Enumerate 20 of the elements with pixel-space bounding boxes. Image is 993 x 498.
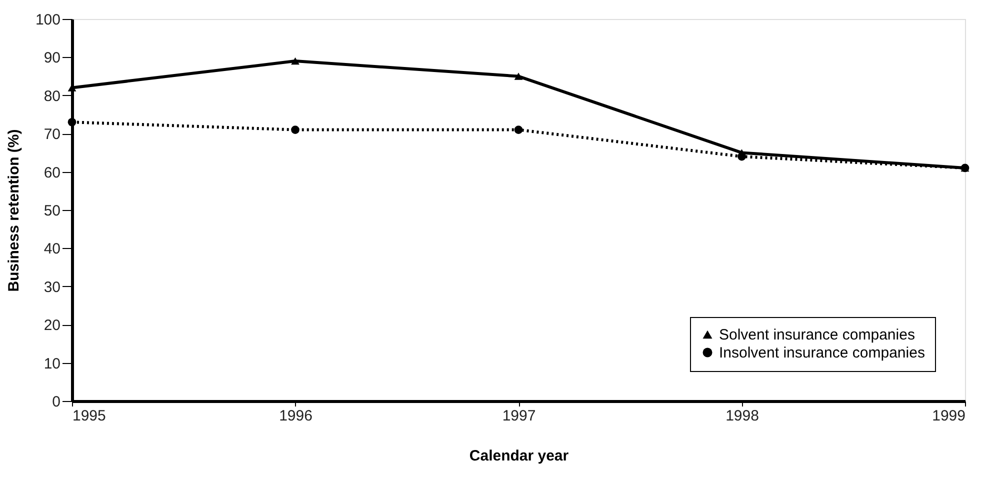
y-tick-label: 10 [44, 355, 60, 372]
y-tick-label: 90 [44, 50, 60, 67]
x-tick-label: 1997 [502, 408, 536, 424]
y-tick-label: 30 [44, 278, 60, 296]
y-tick-label: 0 [52, 394, 60, 410]
y-tick-label: 20 [44, 317, 60, 334]
x-tick-label: 1996 [279, 408, 312, 424]
y-tick-label: 40 [44, 240, 60, 258]
y-tick-label: 80 [44, 88, 60, 105]
y-tick-label: 50 [44, 202, 60, 220]
y-tick-label: 100 [35, 12, 60, 28]
legend-label: Insolvent insurance companies [719, 344, 925, 362]
x-tick-label: 1995 [72, 408, 106, 424]
y-tick-label: 60 [44, 164, 60, 182]
y-axis-title: Business retention (%) [5, 129, 22, 292]
y-tick-label: 70 [44, 126, 60, 144]
x-axis-title: Calendar year [469, 448, 569, 464]
x-tick-label: 1998 [726, 408, 759, 424]
x-tick-label: 1999 [932, 408, 966, 424]
legend-label: Solvent insurance companies [719, 326, 915, 344]
